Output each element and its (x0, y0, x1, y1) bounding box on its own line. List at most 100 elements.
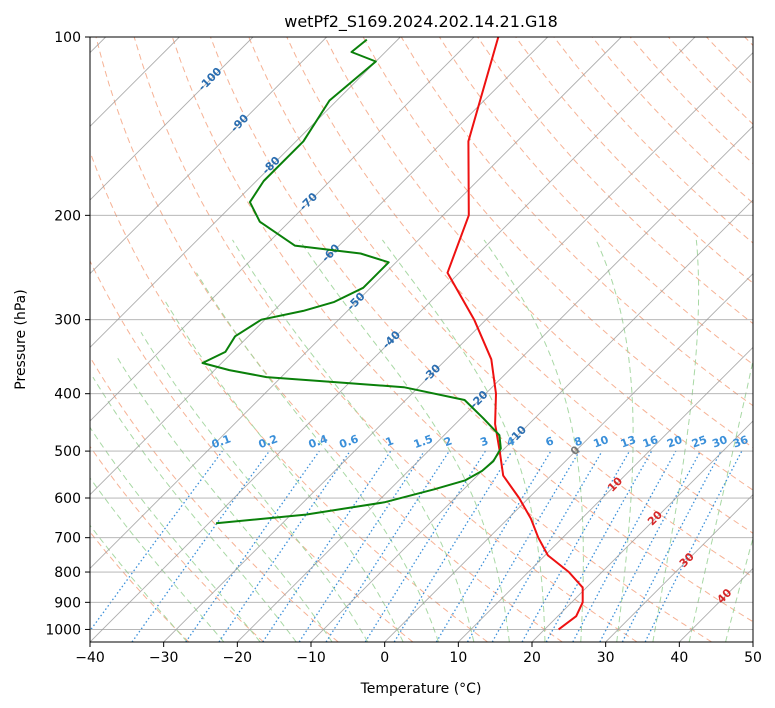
y-tick-label: 900 (54, 595, 81, 611)
mixing-ratio-lines (90, 450, 743, 642)
mixing-ratio-line (185, 450, 320, 642)
moist-adiabat-line (92, 376, 297, 642)
mixing-ratio-label: 0.4 (307, 432, 330, 451)
axis-ticks: −40 −30 −20 −10 0 10 20 30 40 5010020030040050060… (45, 30, 762, 666)
x-tick-label: 30 (597, 650, 615, 666)
mixing-ratio-label: 30 (710, 433, 729, 451)
mixing-ratio-line (435, 450, 552, 642)
mixing-ratio-label: 25 (690, 433, 709, 450)
x-tick-label: −20 (223, 650, 253, 666)
x-tick-label: −30 (149, 650, 179, 666)
isotherm-line (752, 641, 753, 642)
dry-adiabat-line (286, 37, 753, 534)
dry-adiabat-line (90, 259, 414, 642)
mixing-ratio-label: 20 (665, 433, 684, 451)
moist-adiabat-line (381, 239, 546, 642)
y-tick-label: 700 (54, 531, 81, 547)
mixing-ratio-label: 0.1 (210, 432, 233, 451)
isotherm-line (384, 273, 753, 642)
isotherm-line (90, 37, 401, 348)
dry-adiabat-line (591, 37, 753, 204)
sounding-profiles (201, 37, 584, 631)
y-tick-label: 400 (54, 387, 81, 403)
isotherm-label: 20 (645, 508, 665, 528)
x-tick-label: 40 (670, 650, 688, 666)
x-tick-label: 0 (380, 650, 389, 666)
mixing-ratio-line (262, 450, 392, 642)
x-tick-label: 20 (523, 650, 541, 666)
isotherm-label: -100 (196, 65, 225, 94)
y-tick-label: 200 (54, 208, 81, 224)
mixing-ratio-label: 1.5 (412, 432, 435, 451)
moist-adiabat-line (196, 272, 439, 642)
mixing-ratio-label: 13 (619, 433, 638, 450)
moist-adiabat-line (115, 355, 333, 642)
moist-adiabat-line (90, 524, 188, 642)
mixing-ratio-label: 8 (572, 434, 584, 449)
plot-frame (89, 36, 754, 643)
x-axis-label: Temperature (°C) (360, 681, 482, 697)
isotherm-line (90, 37, 696, 642)
dry-adiabat-line (90, 356, 339, 642)
isotherm-line (531, 420, 753, 642)
moist-adiabat-line (688, 358, 753, 642)
isotherm-line (90, 37, 475, 422)
mixing-ratio-label: 36 (731, 433, 750, 451)
mixing-ratio-label: 10 (592, 433, 611, 451)
y-tick-label: 300 (54, 313, 81, 329)
moist-adiabat-line (140, 331, 369, 642)
moist-adiabat-line (298, 239, 510, 642)
isotherm-label: -20 (467, 388, 490, 411)
pressure-gridlines (90, 37, 753, 630)
temperature-profile (446, 37, 584, 631)
mixing-ratio-line (572, 450, 677, 642)
moist-adiabat-line (595, 239, 634, 642)
dry-adiabat-line (210, 37, 753, 623)
dry-adiabats (90, 37, 753, 642)
isotherm-label: -40 (380, 328, 403, 351)
isotherms (90, 37, 753, 642)
isotherm-label: 10 (605, 474, 625, 494)
x-tick-label: 10 (449, 650, 467, 666)
dry-adiabat-line (324, 37, 753, 491)
isotherm-label: -70 (297, 190, 320, 213)
mixing-ratio-label: 0.6 (338, 432, 361, 451)
isotherm-line (679, 567, 753, 642)
x-tick-label: −40 (75, 650, 105, 666)
mixing-ratio-label: 0.2 (257, 432, 280, 451)
mixing-ratio-label: 3 (478, 434, 490, 449)
dry-adiabat-line (248, 37, 753, 578)
y-axis-label: Pressure (hPa) (13, 289, 29, 389)
mixing-ratio-line (218, 450, 351, 642)
x-tick-label: 50 (744, 650, 762, 666)
y-tick-label: 600 (54, 491, 81, 507)
isotherm-line (90, 37, 622, 569)
dry-adiabat-line (90, 445, 264, 642)
isotherm-line (90, 37, 254, 201)
isotherm-line (90, 37, 327, 275)
isotherm-label: 40 (714, 586, 734, 606)
isotherm-label: 30 (677, 550, 697, 570)
x-tick-label: −10 (296, 650, 326, 666)
y-tick-label: 1000 (45, 622, 81, 638)
isotherm-line (237, 125, 753, 642)
mixing-ratio-line (545, 450, 653, 642)
isotherm-line (90, 37, 548, 496)
dry-adiabat-line (706, 37, 753, 86)
moist-adiabat-line (90, 477, 225, 642)
isotherm-label: -50 (344, 290, 367, 313)
mixing-ratio-label: 1 (384, 434, 396, 449)
dry-adiabat-line (90, 150, 488, 642)
dry-adiabat-line (133, 37, 638, 642)
line-labels: -100-90-80-70-60-50-40-30-20-10010203040… (196, 65, 751, 607)
plot-area: -100-90-80-70-60-50-40-30-20-10010203040… (90, 37, 753, 642)
moist-adiabats (90, 239, 753, 642)
mixing-ratio-line (90, 450, 223, 632)
dewpoint-profile (201, 38, 502, 525)
mixing-ratio-line (393, 450, 513, 642)
mixing-ratio-label: 6 (544, 434, 556, 449)
y-tick-label: 100 (54, 30, 81, 46)
isotherm-line (605, 494, 753, 642)
dry-adiabat-line (668, 37, 753, 125)
